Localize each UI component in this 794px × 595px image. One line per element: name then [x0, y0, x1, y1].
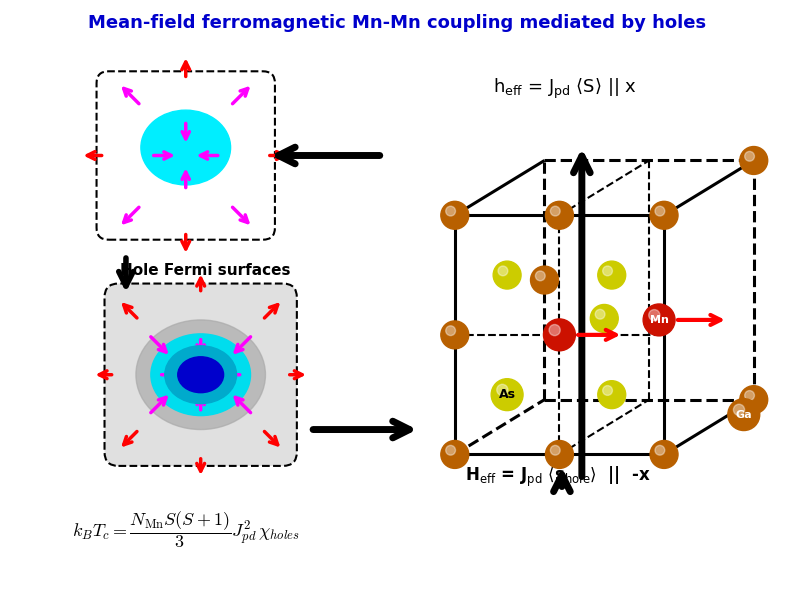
Ellipse shape [151, 334, 251, 415]
FancyBboxPatch shape [105, 284, 297, 466]
Circle shape [441, 440, 468, 468]
Circle shape [745, 151, 754, 161]
Circle shape [498, 266, 508, 275]
Circle shape [445, 326, 456, 336]
Circle shape [603, 266, 612, 275]
Circle shape [493, 261, 521, 289]
Circle shape [598, 261, 626, 289]
Text: As: As [499, 388, 515, 401]
Circle shape [740, 146, 768, 174]
Circle shape [491, 378, 523, 411]
Circle shape [441, 201, 468, 229]
Circle shape [497, 384, 508, 396]
Circle shape [649, 309, 660, 321]
Circle shape [549, 324, 561, 336]
Text: $k_B T_c = \dfrac{N_{\mathrm{Mn}}S(S+1)}{3} J_{pd}^2 \, \chi_{holes}$: $k_B T_c = \dfrac{N_{\mathrm{Mn}}S(S+1)}… [71, 509, 299, 550]
Circle shape [728, 399, 760, 431]
Circle shape [740, 386, 768, 414]
Circle shape [650, 440, 678, 468]
Circle shape [596, 309, 605, 319]
Circle shape [445, 446, 456, 455]
Circle shape [598, 381, 626, 409]
Circle shape [550, 446, 560, 455]
Text: Mn: Mn [649, 315, 669, 325]
Circle shape [655, 446, 665, 455]
Text: H$_{\sf eff}$ = J$_{\sf pd}$ $\langle$s$_{\sf hole}$$\rangle$  ||  -x: H$_{\sf eff}$ = J$_{\sf pd}$ $\langle$s$… [464, 465, 651, 490]
Text: Hole Fermi surfaces: Hole Fermi surfaces [121, 262, 291, 278]
Ellipse shape [136, 320, 265, 430]
Circle shape [441, 321, 468, 349]
Circle shape [643, 304, 675, 336]
Circle shape [655, 206, 665, 216]
Text: Ga: Ga [735, 409, 752, 419]
Circle shape [603, 386, 612, 395]
Circle shape [745, 390, 754, 400]
Circle shape [530, 266, 558, 294]
Text: h$_{\sf eff}$ = J$_{\sf pd}$ $\langle$S$\rangle$ || x: h$_{\sf eff}$ = J$_{\sf pd}$ $\langle$S$… [492, 77, 637, 101]
Ellipse shape [178, 357, 224, 393]
Text: Mean-field ferromagnetic Mn-Mn coupling mediated by holes: Mean-field ferromagnetic Mn-Mn coupling … [88, 14, 706, 32]
Circle shape [590, 305, 619, 333]
Circle shape [445, 206, 456, 216]
Circle shape [545, 201, 573, 229]
Circle shape [650, 201, 678, 229]
Circle shape [550, 206, 560, 216]
Ellipse shape [165, 346, 237, 403]
Ellipse shape [141, 110, 230, 185]
Circle shape [545, 440, 573, 468]
Circle shape [734, 404, 745, 415]
Circle shape [543, 319, 576, 351]
Circle shape [535, 271, 545, 281]
